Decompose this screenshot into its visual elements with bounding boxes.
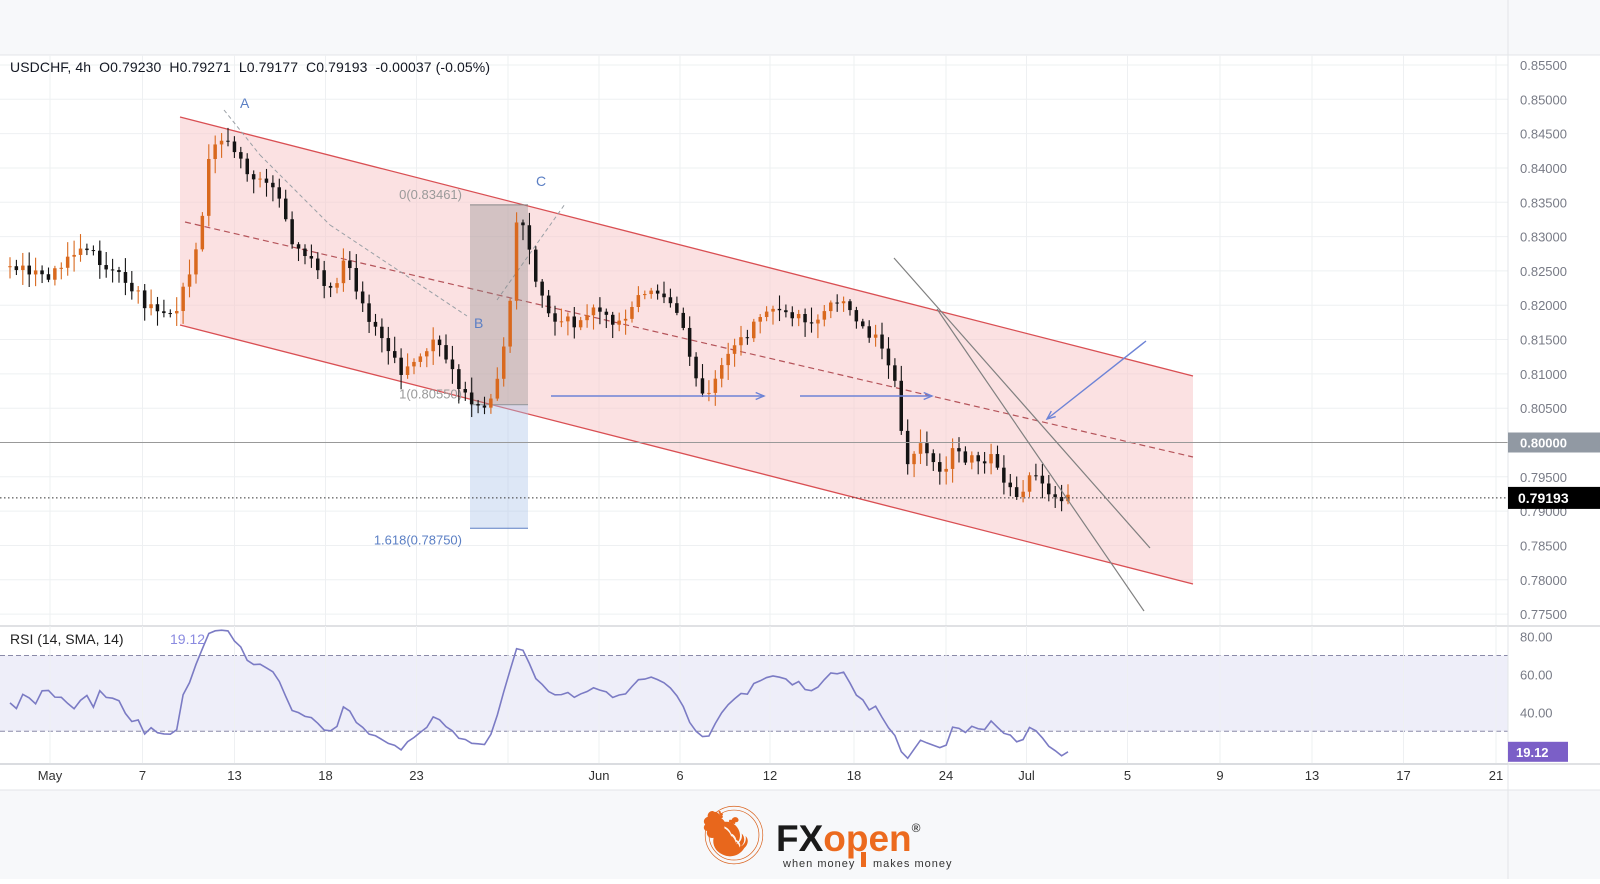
svg-text:0.85500: 0.85500 <box>1520 58 1567 73</box>
svg-text:13: 13 <box>227 768 241 783</box>
svg-text:May: May <box>38 768 63 783</box>
svg-text:18: 18 <box>847 768 861 783</box>
svg-text:0.81000: 0.81000 <box>1520 367 1567 382</box>
svg-text:0.78500: 0.78500 <box>1520 539 1567 554</box>
svg-text:23: 23 <box>409 768 423 783</box>
svg-text:1(0.80550): 1(0.80550) <box>399 387 462 402</box>
svg-text:0.79193: 0.79193 <box>1518 490 1569 506</box>
svg-text:0.84500: 0.84500 <box>1520 127 1567 142</box>
svg-text:0.85000: 0.85000 <box>1520 92 1567 107</box>
svg-text:0.82000: 0.82000 <box>1520 298 1567 313</box>
svg-text:40.00: 40.00 <box>1520 705 1553 720</box>
svg-text:0.82500: 0.82500 <box>1520 264 1567 279</box>
svg-text:0.78000: 0.78000 <box>1520 573 1567 588</box>
svg-text:7: 7 <box>139 768 146 783</box>
svg-text:0.84000: 0.84000 <box>1520 161 1567 176</box>
svg-text:0.83000: 0.83000 <box>1520 230 1567 245</box>
svg-text:17: 17 <box>1396 768 1410 783</box>
svg-text:0.77500: 0.77500 <box>1520 607 1567 622</box>
svg-text:9: 9 <box>1216 768 1223 783</box>
svg-text:Jun: Jun <box>589 768 610 783</box>
svg-text:12: 12 <box>763 768 777 783</box>
svg-text:0.79500: 0.79500 <box>1520 470 1567 485</box>
svg-text:13: 13 <box>1305 768 1319 783</box>
svg-text:0.81500: 0.81500 <box>1520 333 1567 348</box>
svg-text:60.00: 60.00 <box>1520 668 1553 683</box>
svg-text:C: C <box>536 173 546 189</box>
svg-text:24: 24 <box>939 768 953 783</box>
svg-text:19.12: 19.12 <box>170 631 205 647</box>
svg-text:0.80500: 0.80500 <box>1520 401 1567 416</box>
svg-text:80.00: 80.00 <box>1520 630 1553 645</box>
svg-text:B: B <box>474 315 483 331</box>
svg-text:RSI (14, SMA, 14): RSI (14, SMA, 14) <box>10 631 124 647</box>
svg-text:18: 18 <box>318 768 332 783</box>
svg-text:0.83500: 0.83500 <box>1520 195 1567 210</box>
svg-text:A: A <box>240 95 250 111</box>
svg-text:Jul: Jul <box>1018 768 1035 783</box>
svg-text:1.618(0.78750): 1.618(0.78750) <box>374 532 462 547</box>
svg-text:21: 21 <box>1489 768 1503 783</box>
svg-text:0(0.83461): 0(0.83461) <box>399 187 462 202</box>
svg-text:6: 6 <box>676 768 683 783</box>
svg-text:19.12: 19.12 <box>1516 745 1549 760</box>
svg-text:5: 5 <box>1124 768 1131 783</box>
svg-text:0.80000: 0.80000 <box>1520 436 1567 451</box>
